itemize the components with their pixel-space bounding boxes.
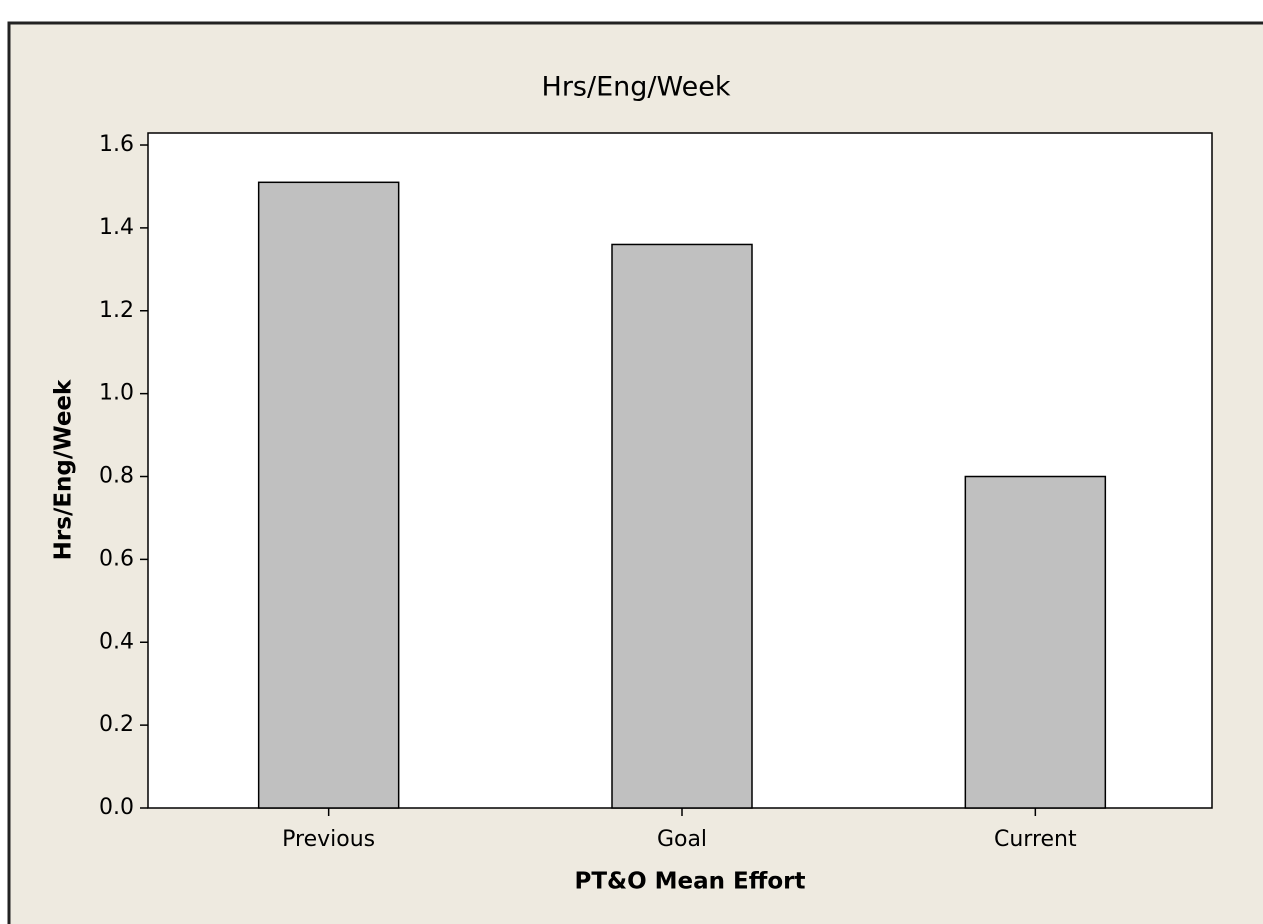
x-axis-label: PT&O Mean Effort [574,869,805,895]
y-tick-label: 1.4 [99,215,134,240]
bar [964,475,1107,809]
y-tick-label: 1.2 [99,298,134,323]
y-tick-label: 0.4 [99,629,134,654]
bar [257,181,400,809]
bar [611,243,753,809]
y-tick-label: 1.0 [99,381,134,406]
y-tick-label: 1.6 [99,132,134,157]
y-tick-label: 0.2 [99,712,134,737]
y-tick-label: 0.6 [99,546,134,571]
x-tick-label: Current [994,827,1077,852]
y-tick-label: 0.0 [99,795,134,820]
y-tick-label: 0.8 [99,464,134,489]
chart-title: Hrs/Eng/Week [542,72,731,103]
x-tick-label: Previous [282,827,375,852]
x-tick-label: Goal [657,827,707,852]
y-axis-label: Hrs/Eng/Week [51,379,77,560]
